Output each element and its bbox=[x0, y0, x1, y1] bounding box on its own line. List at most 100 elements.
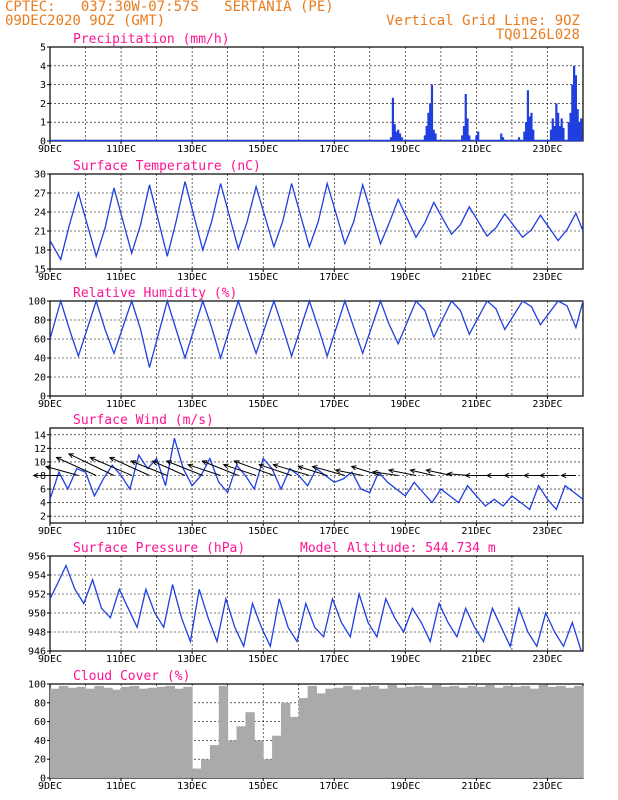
x-tick-label: 9DEC bbox=[38, 399, 62, 410]
series-line bbox=[49, 298, 584, 368]
wind-vector bbox=[188, 464, 221, 476]
cloud-bar bbox=[538, 684, 548, 778]
precip-bar bbox=[400, 137, 403, 141]
y-tick-label: 946 bbox=[28, 647, 46, 658]
cloud-bar bbox=[192, 768, 202, 778]
wind-vector-head bbox=[350, 465, 357, 471]
panel-press: 946 948 950 952 954 956 9DEC 11DEC 13DEC 15DEC 17D… bbox=[28, 541, 584, 665]
wind-vector-head bbox=[55, 456, 62, 462]
precip-bar bbox=[573, 65, 576, 141]
cloud-bar bbox=[263, 759, 273, 778]
cloud-bar bbox=[547, 686, 557, 778]
cloud-bar bbox=[352, 689, 362, 778]
y-tick-label: 2 bbox=[40, 99, 46, 110]
y-tick-label: 12 bbox=[34, 444, 46, 455]
wind-vector bbox=[68, 453, 115, 476]
x-tick-label: 9DEC bbox=[38, 526, 62, 537]
precip-bar bbox=[562, 127, 565, 141]
cloud-bar bbox=[387, 684, 397, 778]
precip-bar bbox=[466, 118, 469, 141]
cloud-bar bbox=[121, 686, 131, 778]
y-tick-label: 948 bbox=[28, 628, 46, 639]
precip-bar bbox=[477, 131, 480, 141]
panel-title: Precipitation (mm/h) bbox=[73, 32, 230, 47]
cloud-bar bbox=[183, 686, 193, 778]
cloud-bar bbox=[280, 702, 291, 778]
wind-vector bbox=[223, 464, 257, 476]
x-tick-label: 19DEC bbox=[390, 399, 420, 410]
x-tick-label: 11DEC bbox=[106, 654, 136, 665]
cloud-bar bbox=[298, 698, 309, 778]
cloud-bar bbox=[174, 688, 184, 778]
x-tick-label: 17DEC bbox=[319, 654, 349, 665]
x-tick-label: 13DEC bbox=[177, 654, 207, 665]
cloud-bar bbox=[343, 685, 353, 778]
panel-annotation: Model Altitude: 544.734 m bbox=[300, 541, 496, 556]
precip-bar bbox=[574, 75, 577, 141]
x-tick-label: 11DEC bbox=[106, 526, 136, 537]
y-tick-label: 21 bbox=[34, 227, 46, 238]
y-tick-label: 80 bbox=[34, 698, 46, 709]
cloud-bar bbox=[58, 685, 69, 778]
y-tick-label: 956 bbox=[28, 552, 46, 563]
y-tick-label: 2 bbox=[40, 512, 46, 523]
cloud-bar bbox=[565, 687, 575, 778]
wind-vector bbox=[90, 457, 132, 476]
cloud-bar bbox=[76, 686, 87, 778]
precip-bar bbox=[567, 122, 570, 141]
panel-title: Relative Humidity (%) bbox=[73, 286, 237, 301]
y-tick-label: 40 bbox=[34, 354, 46, 365]
wind-vector-head bbox=[409, 468, 416, 474]
x-tick-label: 17DEC bbox=[319, 399, 349, 410]
precip-bar bbox=[569, 112, 572, 141]
x-tick-label: 15DEC bbox=[248, 272, 278, 283]
x-tick-label: 21DEC bbox=[461, 272, 491, 283]
x-tick-label: 19DEC bbox=[390, 781, 420, 792]
wind-vector-head bbox=[446, 471, 453, 477]
precip-bar bbox=[475, 135, 478, 141]
cloud-bar bbox=[485, 684, 495, 778]
precip-bar bbox=[555, 103, 558, 141]
x-tick-label: 13DEC bbox=[177, 526, 207, 537]
cloud-bar bbox=[50, 688, 60, 778]
cloud-bar bbox=[476, 686, 486, 778]
x-tick-label: 17DEC bbox=[319, 781, 349, 792]
precip-bar bbox=[553, 125, 556, 141]
wind-vector-head bbox=[425, 468, 432, 474]
y-tick-label: 0 bbox=[40, 137, 46, 148]
wind-vector-head bbox=[523, 472, 529, 479]
wind-vector-head bbox=[151, 460, 158, 466]
cloud-bar bbox=[272, 735, 282, 778]
precip-bar bbox=[557, 112, 560, 141]
panel-frame bbox=[49, 46, 584, 142]
cloud-bar bbox=[520, 685, 531, 778]
x-tick-label: 19DEC bbox=[390, 654, 420, 665]
precip-bar bbox=[549, 129, 553, 141]
y-tick-label: 80 bbox=[34, 316, 46, 327]
cloud-bar bbox=[129, 685, 140, 778]
y-tick-label: 5 bbox=[40, 43, 46, 54]
wind-vector-head bbox=[371, 469, 378, 476]
panel-title: Surface Wind (m/s) bbox=[73, 413, 214, 428]
header-grid-line: Vertical Grid Line: 9OZ bbox=[386, 13, 580, 29]
wind-vector bbox=[131, 460, 168, 476]
cloud-bar bbox=[325, 688, 335, 778]
cloud-bar bbox=[556, 685, 566, 778]
cloud-bar bbox=[378, 688, 389, 778]
cloud-bar bbox=[138, 688, 149, 778]
x-tick-label: 15DEC bbox=[248, 399, 278, 410]
y-tick-label: 14 bbox=[34, 430, 46, 441]
wind-vector bbox=[234, 460, 275, 476]
wind-vector-head bbox=[464, 472, 471, 479]
x-tick-label: 15DEC bbox=[248, 144, 278, 155]
wind-vector bbox=[426, 469, 452, 476]
panel-temp: 15 18 21 24 27 30 9DEC 11DEC 13DEC 15DEC 17DEC 19DE… bbox=[34, 159, 584, 283]
cloud-bar bbox=[307, 685, 317, 778]
x-tick-label: 13DEC bbox=[177, 781, 207, 792]
cloud-bar bbox=[67, 687, 78, 778]
wind-vector bbox=[335, 469, 363, 476]
precip-bar bbox=[525, 122, 528, 141]
wind-vector-head bbox=[187, 463, 194, 469]
wind-vector-head bbox=[560, 472, 567, 479]
